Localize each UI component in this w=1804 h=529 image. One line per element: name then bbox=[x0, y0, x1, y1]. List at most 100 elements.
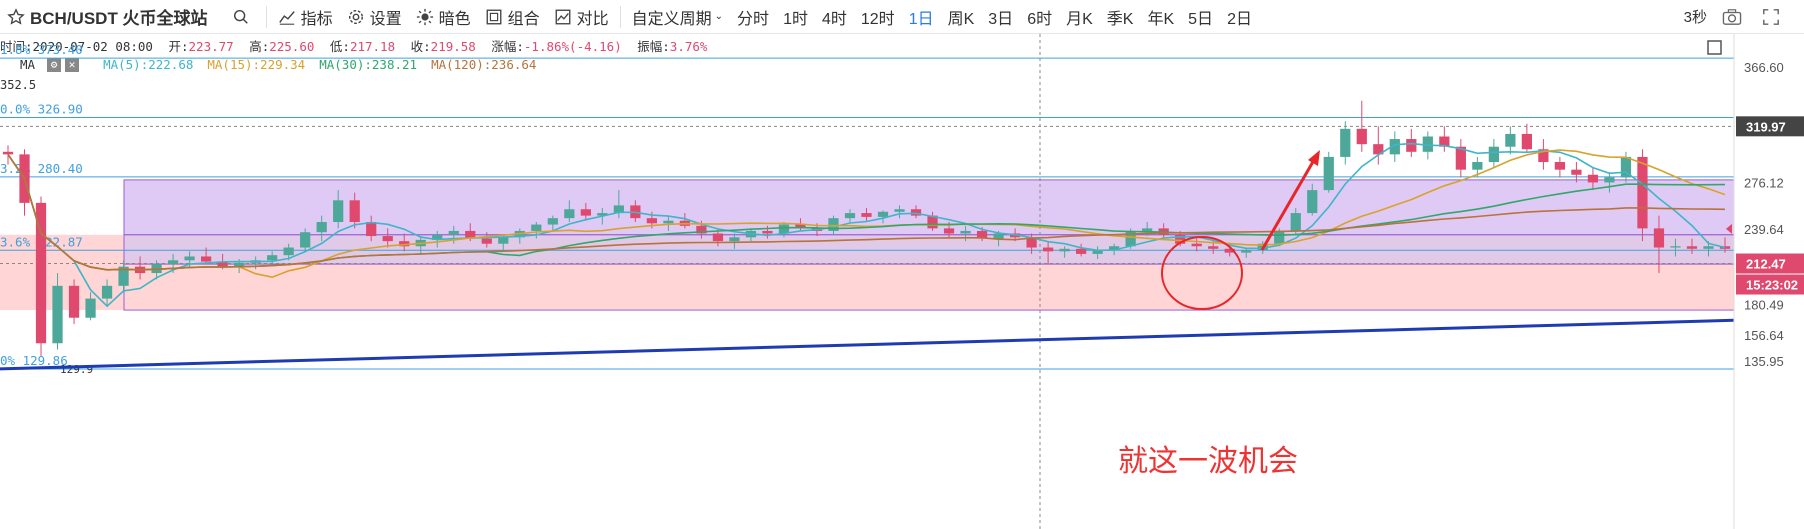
divider bbox=[265, 5, 267, 28]
period-5[interactable]: 周K bbox=[947, 10, 975, 28]
candle-body-77 bbox=[1274, 230, 1285, 244]
candle-body-96 bbox=[1587, 174, 1599, 183]
custom-period-dropdown[interactable]: 自定义周期 ⌄ bbox=[625, 0, 730, 34]
candle-body-102 bbox=[1686, 246, 1698, 249]
candle-body-90 bbox=[1488, 146, 1499, 163]
period-1[interactable]: 1时 bbox=[783, 10, 808, 28]
indicators-button[interactable]: 指标 bbox=[271, 0, 340, 34]
combo-button[interactable]: 组合 bbox=[478, 0, 547, 34]
camera-icon[interactable] bbox=[1714, 0, 1755, 34]
ohlc-info-bar: 时间:2020-07-02 08:00 开:223.77 高:225.60 低:… bbox=[0, 36, 707, 55]
candle-body-10 bbox=[167, 260, 179, 265]
period-2[interactable]: 4时 bbox=[821, 10, 847, 28]
divider bbox=[619, 5, 621, 28]
custom-period-label: 自定义周期 bbox=[631, 10, 712, 28]
candle-body-26 bbox=[432, 234, 443, 240]
settings-button[interactable]: 设置 bbox=[340, 0, 409, 34]
period-8[interactable]: 月K bbox=[1066, 10, 1093, 28]
candle-body-84 bbox=[1389, 139, 1400, 155]
open-label: 开: bbox=[168, 39, 189, 54]
period-10[interactable]: 年K bbox=[1147, 10, 1175, 28]
compare-button[interactable]: 对比 bbox=[547, 0, 616, 34]
ma30-value: MA(30):238.21 bbox=[319, 57, 418, 72]
time-label: 时间: bbox=[0, 39, 33, 54]
y-tick-0: 366.60 bbox=[1744, 60, 1784, 75]
candle-body-14 bbox=[234, 262, 245, 267]
candle-body-32 bbox=[531, 224, 542, 231]
chart-toolbar: BCH/USDT 火币全球站 指标 设置 暗色 组合 对比 自定义周期 ⌄ 分时… bbox=[0, 0, 1804, 34]
candle-body-34 bbox=[564, 209, 575, 219]
candle-body-53 bbox=[877, 211, 889, 217]
candle-body-63 bbox=[1042, 247, 1054, 252]
candle-body-62 bbox=[1026, 237, 1037, 248]
star-icon[interactable]: BCH/USDT 火币全球站 bbox=[0, 0, 215, 34]
candle-body-75 bbox=[1241, 250, 1252, 253]
candle-body-82 bbox=[1356, 128, 1367, 145]
change-label: 涨幅: bbox=[491, 39, 524, 54]
candle-body-55 bbox=[910, 209, 922, 216]
candlestick-chart[interactable]: 1.8% 373.400.0% 326.903.2% 280.403.6% 22… bbox=[0, 34, 1804, 529]
refresh-interval[interactable]: 3秒 bbox=[1677, 0, 1714, 34]
candle-body-23 bbox=[382, 236, 393, 242]
period-7[interactable]: 6时 bbox=[1027, 10, 1053, 28]
ma-close-icon[interactable]: ✕ bbox=[65, 57, 80, 72]
ma5-line bbox=[7, 142, 1726, 308]
y-tick-5: 135.95 bbox=[1744, 354, 1784, 369]
sun-icon bbox=[416, 8, 433, 25]
candle-body-37 bbox=[613, 205, 624, 214]
candle-body-28 bbox=[465, 230, 476, 239]
candle-body-64 bbox=[1059, 248, 1070, 252]
candle-body-57 bbox=[943, 228, 955, 234]
symbol-title[interactable]: BCH/USDT 火币全球站 bbox=[30, 9, 208, 28]
candle-body-20 bbox=[333, 200, 344, 223]
candle-body-17 bbox=[283, 247, 294, 256]
candle-body-0 bbox=[2, 151, 14, 155]
candle-body-94 bbox=[1554, 162, 1566, 170]
candle-body-68 bbox=[1125, 230, 1136, 247]
y-tick-3: 180.49 bbox=[1744, 297, 1784, 312]
candle-body-2 bbox=[35, 202, 47, 344]
candle-body-71 bbox=[1175, 234, 1186, 244]
candle-body-36 bbox=[597, 213, 608, 216]
candle-body-33 bbox=[547, 218, 558, 225]
candle-body-97 bbox=[1604, 177, 1615, 183]
close-value: 219.58 bbox=[430, 39, 476, 54]
current-price-badge-bg bbox=[1736, 253, 1804, 274]
candle-body-43 bbox=[712, 233, 724, 242]
fib-label-0: 1.8% 373.40 bbox=[0, 42, 83, 57]
period-9[interactable]: 季K bbox=[1106, 10, 1134, 28]
candle-body-42 bbox=[696, 225, 707, 234]
dark-mode-label: 暗色 bbox=[438, 10, 471, 28]
candle-body-11 bbox=[184, 256, 195, 261]
expand-icon[interactable] bbox=[1707, 40, 1722, 55]
high-value: 225.60 bbox=[269, 39, 315, 54]
candle-body-98 bbox=[1620, 156, 1632, 178]
candle-body-81 bbox=[1340, 128, 1351, 157]
candle-body-67 bbox=[1109, 246, 1120, 251]
ma-settings-icon[interactable]: ⚙ bbox=[47, 57, 62, 72]
price-pointer-icon bbox=[1726, 223, 1732, 234]
y-tick-2: 239.64 bbox=[1744, 222, 1784, 237]
fullscreen-icon[interactable] bbox=[1755, 0, 1792, 34]
period-6[interactable]: 3日 bbox=[988, 10, 1014, 28]
low-label: 低: bbox=[329, 39, 350, 54]
countdown-badge-bg bbox=[1736, 274, 1804, 295]
period-12[interactable]: 2日 bbox=[1227, 10, 1252, 28]
period-4[interactable]: 1日 bbox=[908, 10, 934, 28]
dark-mode-button[interactable]: 暗色 bbox=[409, 0, 478, 34]
candle-body-66 bbox=[1092, 250, 1103, 254]
candle-body-72 bbox=[1191, 243, 1202, 247]
fib-label-2: 3.2% 280.40 bbox=[0, 161, 83, 176]
candle-body-4 bbox=[68, 285, 80, 318]
trend-line bbox=[0, 318, 1735, 371]
period-3[interactable]: 12时 bbox=[860, 10, 895, 28]
period-list: 分时 1时 4时 12时 1日 周K 3日 6时 月K 季K 年K 5日 2日 bbox=[730, 0, 1259, 34]
candle-body-91 bbox=[1505, 133, 1516, 147]
candle-body-58 bbox=[960, 230, 971, 234]
candle-body-6 bbox=[101, 285, 113, 299]
search-icon[interactable] bbox=[225, 0, 262, 34]
period-0[interactable]: 分时 bbox=[737, 10, 770, 28]
period-11[interactable]: 5日 bbox=[1188, 10, 1214, 28]
current-price-badge: 212.47 bbox=[1746, 257, 1786, 272]
compare-label: 对比 bbox=[576, 10, 609, 28]
